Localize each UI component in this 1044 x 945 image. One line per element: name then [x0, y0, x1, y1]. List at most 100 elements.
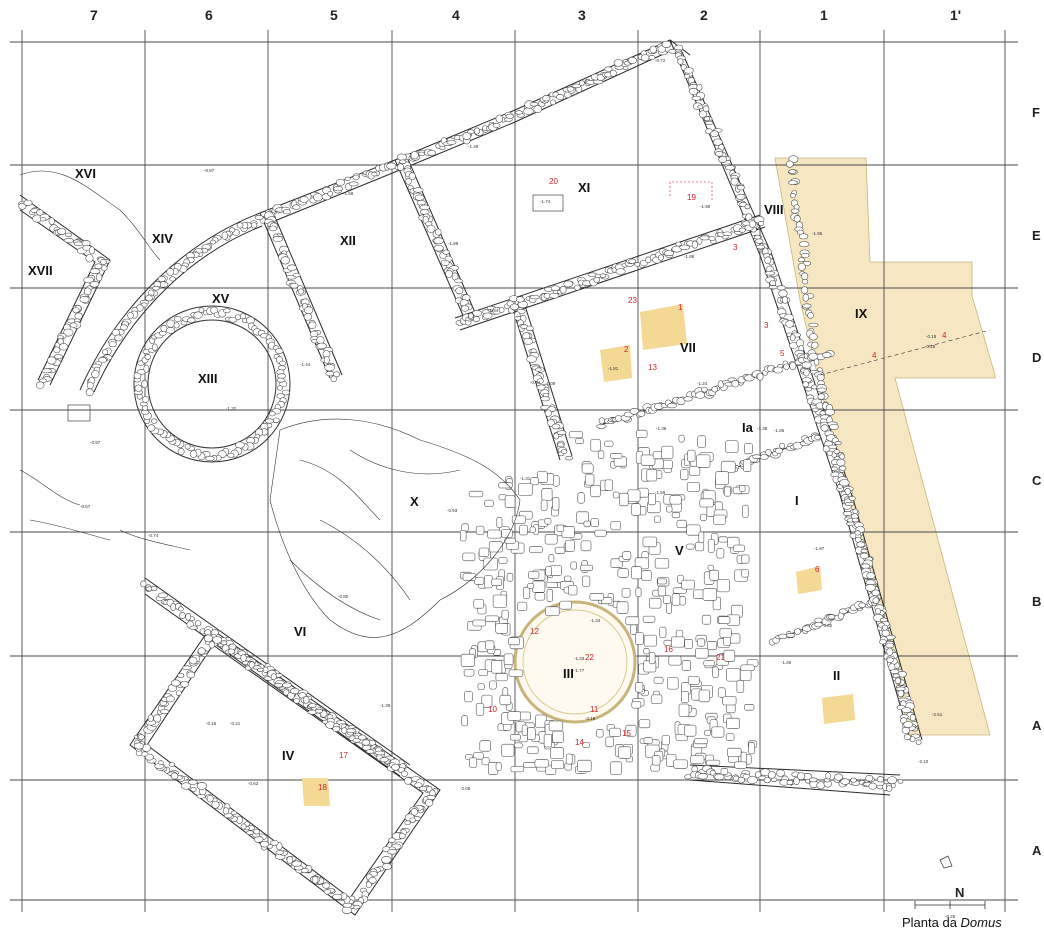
elevation-value: -1.95 — [812, 231, 823, 236]
elevation-value: -1.84 — [488, 308, 499, 313]
room-label: XIV — [152, 231, 173, 246]
wall-ii-south — [689, 764, 901, 776]
yellow-patches — [302, 304, 855, 806]
room-label: II — [833, 668, 840, 683]
grid-column-label: 6 — [205, 7, 213, 23]
feature-number: 10 — [488, 705, 497, 714]
wall-xvii — [19, 194, 111, 386]
wall-xi-south-inner — [459, 226, 766, 331]
elevation-value: -1.44 — [300, 362, 311, 367]
elevation-value: -1.85 — [774, 428, 785, 433]
wall-xi-south — [454, 214, 761, 319]
elevation-value: -1.90 — [700, 204, 711, 209]
elevation-value: -1.66 — [781, 660, 792, 665]
room-label: VI — [294, 624, 306, 639]
grid-column-label: 7 — [90, 7, 98, 23]
feature-number: 22 — [585, 653, 594, 662]
elevation-value: -0.93 — [447, 508, 458, 513]
stone-texture — [18, 40, 922, 914]
feature-number: 20 — [549, 177, 558, 186]
feature-number: 1 — [678, 303, 683, 312]
elevation-value: -1.89 — [448, 241, 459, 246]
feature-number: 23 — [628, 296, 637, 305]
grid-row-label: F — [1032, 105, 1040, 120]
feature-number: 17 — [339, 751, 348, 760]
elevation-value: -1.24 — [697, 381, 708, 386]
elevation-value: -0.74 — [148, 533, 159, 538]
elevation-value: -0.82 — [822, 623, 833, 628]
elevation-value: -0.16 — [206, 721, 217, 726]
grid-column-labels: 7 6 5 4 3 2 1 1' — [90, 7, 961, 23]
wall-east-inner — [681, 51, 923, 741]
room-label: XVI — [75, 166, 96, 181]
feature-number: 21 — [716, 653, 725, 662]
elevation-value: -1.59 — [655, 490, 666, 495]
wall-arc-xiv-inner — [93, 225, 263, 393]
elevation-value: -2.10 — [918, 759, 929, 764]
elevation-value: -0.97 — [90, 440, 101, 445]
feature-number: 14 — [575, 738, 584, 747]
elevation-value: -1.09 — [545, 381, 556, 386]
elevation-value: -0.80 — [338, 594, 349, 599]
wall-xvii-inner — [19, 209, 96, 381]
room-label: IV — [282, 748, 295, 763]
elevation-value: -0.57 — [80, 504, 91, 509]
feature-number: 11 — [590, 705, 599, 714]
room-labels: IIaIIIIIIVVVIVIIVIIIIXXXIXIIXIIIXIVXVXVI… — [28, 166, 868, 763]
room-label: X — [410, 494, 419, 509]
elevation-value: -0.72 — [655, 58, 666, 63]
room-label: III — [563, 666, 574, 681]
wall-vii-west-inner — [521, 295, 573, 457]
grid-column-label: 5 — [330, 7, 338, 23]
wall-xii-west — [259, 212, 331, 379]
feature-number: 3 — [733, 243, 738, 252]
feature-number: 5 — [780, 349, 785, 358]
room-label: XIII — [198, 371, 218, 386]
section-line — [819, 329, 991, 376]
room-label: XV — [212, 291, 230, 306]
grid-row-label: D — [1032, 350, 1041, 365]
elevation-value: -2.51 — [932, 712, 943, 717]
elevation-value: -0.54 — [530, 380, 541, 385]
feature-number: 18 — [318, 783, 327, 792]
feature-number: 16 — [664, 645, 673, 654]
elevation-value: -1.74 — [540, 199, 551, 204]
feature-number: 3 — [764, 321, 769, 330]
elevation-value: -1.81 — [608, 366, 619, 371]
elevation-value: -0.25 — [925, 344, 936, 349]
grid-column-label: 2 — [700, 7, 708, 23]
elevation-value: -1.58 — [343, 191, 354, 196]
room-label: XVII — [28, 263, 53, 278]
elevation-value: -0.18 — [926, 334, 937, 339]
elevation-value: -1.32 — [226, 406, 237, 411]
room-label: VII — [680, 340, 696, 355]
room-label: XII — [340, 233, 356, 248]
feature-number: 15 — [622, 729, 631, 738]
feature-number: 12 — [530, 627, 539, 636]
elevation-value: -1.38 — [757, 426, 768, 431]
elevation-value: -1.88 — [684, 254, 695, 259]
elevation-value: -1.34 — [590, 618, 601, 623]
feature-number: 2 — [624, 345, 629, 354]
grid-row-label: A — [1032, 718, 1042, 733]
elevation-value: -0.62 — [248, 781, 259, 786]
elevation-value: -1.31 — [520, 476, 531, 481]
elevation-labels: -0.72 -1.49 -1.58 -1.74 -1.89 -1.84 -1.81 -1.95… — [80, 58, 943, 791]
elevation-value: -1.39 — [380, 703, 391, 708]
elevation-value: -0.87 — [204, 168, 215, 173]
map-caption: Planta da Domus — [902, 915, 1002, 930]
feature-number: 4 — [942, 331, 947, 340]
room-label: VIII — [764, 202, 784, 217]
caption-emphasis: Domus — [960, 915, 1002, 930]
room-label: Ia — [742, 420, 754, 435]
room-label: I — [795, 493, 799, 508]
grid-row-label: B — [1032, 594, 1041, 609]
rubble-sketch — [19, 170, 521, 638]
wall-north-inner — [271, 51, 669, 223]
elevation-value: -1.36 — [656, 426, 667, 431]
feature-number: 19 — [687, 193, 696, 202]
elevation-value: -2.19 — [585, 716, 596, 721]
north-arrow: N -0.25 — [914, 855, 986, 919]
